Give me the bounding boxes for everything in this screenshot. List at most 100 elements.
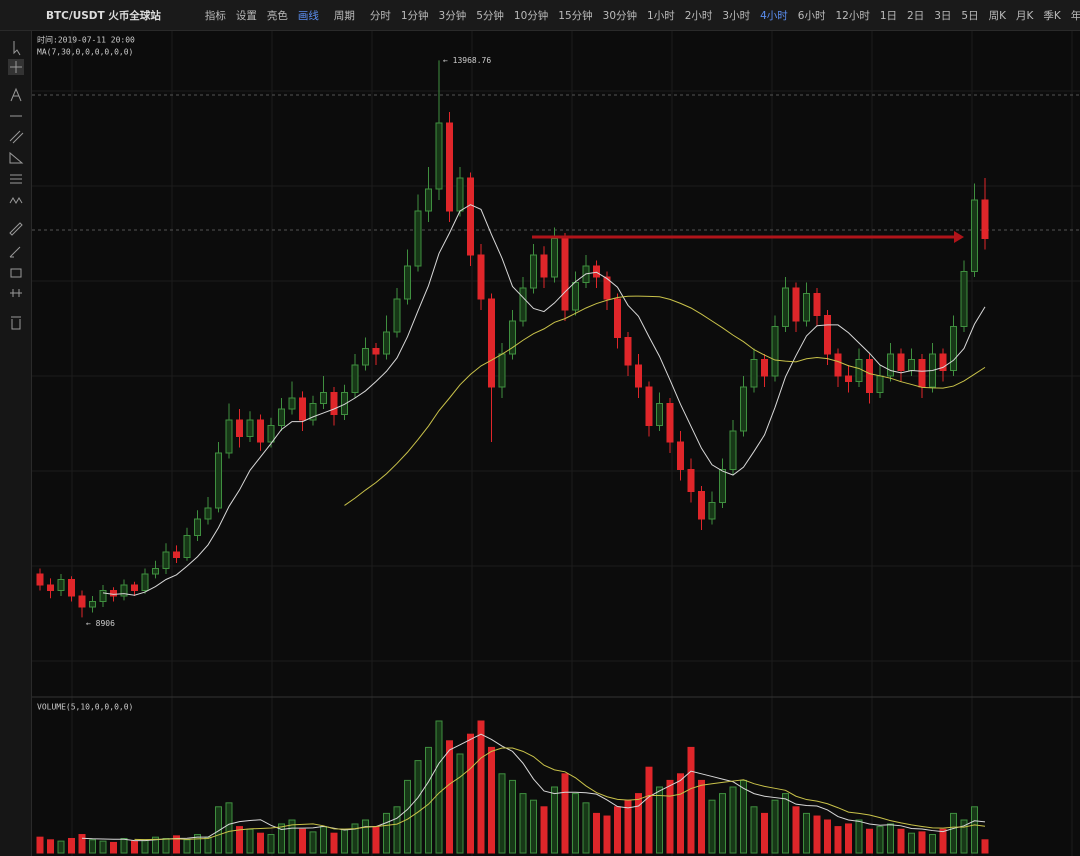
volume-bar <box>845 823 852 854</box>
toolbar-item[interactable]: 4小时 <box>760 9 788 22</box>
volume-bar <box>551 786 558 854</box>
candle-body <box>488 298 495 388</box>
toolbar-item[interactable]: 亮色 <box>266 9 288 22</box>
toolbar-item[interactable]: 年K <box>1071 10 1080 22</box>
low-annotation: ← 8906 <box>86 619 115 628</box>
candle-body <box>194 518 201 536</box>
icon-lock[interactable] <box>10 268 22 278</box>
candle-body <box>36 573 44 586</box>
candle-body <box>687 469 695 492</box>
candle-body <box>68 579 75 597</box>
volume-bar <box>719 793 726 854</box>
volume-bar <box>939 828 947 854</box>
volume-bar <box>204 836 212 854</box>
period-label[interactable]: 周期 <box>333 9 355 22</box>
icon-text[interactable] <box>10 87 22 102</box>
symbol[interactable]: BTC/USDT 火币全球站 <box>46 9 161 22</box>
volume-bar <box>729 786 737 854</box>
toolbar-item[interactable]: 5日 <box>961 9 979 22</box>
volume-bar <box>519 793 527 854</box>
candle-body <box>876 375 884 393</box>
volume-bar <box>561 773 569 854</box>
toolbar-item[interactable]: 1小时 <box>647 9 675 22</box>
icon-channel[interactable] <box>9 130 24 144</box>
icon-pen[interactable] <box>9 246 21 258</box>
volume-bar <box>330 832 338 854</box>
time-label: 时间:2019-07-11 20:00 <box>37 35 135 45</box>
toolbar-item[interactable]: 画线 <box>297 9 319 22</box>
volume-bar <box>309 831 317 854</box>
volume-bar <box>246 828 254 854</box>
toolbar-item[interactable]: 15分钟 <box>558 9 593 22</box>
toolbar-item[interactable]: 30分钟 <box>602 9 638 22</box>
candle-body <box>981 199 989 239</box>
icon-wave[interactable] <box>9 197 23 204</box>
toolbar-item[interactable]: 设置 <box>235 9 257 22</box>
candle-body <box>509 320 516 355</box>
toolbar-item[interactable]: 5分钟 <box>476 9 504 22</box>
volume-bar <box>414 760 422 854</box>
candle-body <box>467 177 474 256</box>
candle-body <box>257 419 264 443</box>
candle-body <box>99 590 107 602</box>
high-annotation: ← 13968.76 <box>443 56 491 65</box>
candle-body <box>803 293 810 322</box>
volume-bar <box>120 837 128 854</box>
toolbar-item[interactable]: 月K <box>1015 9 1034 22</box>
volume-bar <box>677 773 684 854</box>
volume-bar <box>698 779 705 854</box>
toolbar-item[interactable]: 周K <box>988 9 1006 22</box>
volume-bar <box>467 733 474 854</box>
volume-bar <box>908 832 915 854</box>
candle-body <box>225 419 233 454</box>
candle-body <box>414 210 422 267</box>
toolbar-item[interactable]: 1日 <box>879 9 898 22</box>
volume-bar <box>498 773 506 854</box>
icon-trash[interactable] <box>11 316 21 330</box>
icon-cross[interactable] <box>10 61 22 73</box>
toolbar-item[interactable]: 3日 <box>934 9 952 22</box>
volume-bar <box>57 840 65 854</box>
candle-body <box>593 265 600 278</box>
candle-body <box>320 392 327 404</box>
volume-bar <box>68 837 75 854</box>
toolbar-item[interactable]: 2日 <box>907 9 925 22</box>
icon-pointer[interactable] <box>13 41 21 56</box>
toolbar-item[interactable]: 指标 <box>204 9 226 22</box>
toolbar-item[interactable]: 10分钟 <box>513 9 549 22</box>
volume-bar <box>425 746 432 854</box>
candle-body <box>498 353 506 388</box>
volume-bar <box>708 799 716 854</box>
toolbar-item[interactable]: 分时 <box>369 9 391 22</box>
tools: 指标 设置 亮色 画线 <box>200 8 324 23</box>
candle-body <box>971 199 978 272</box>
volume-bar <box>141 839 149 854</box>
candle-body <box>89 601 96 608</box>
candle-body <box>908 359 915 371</box>
toolbar-item[interactable]: 12小时 <box>835 9 870 22</box>
candle-body <box>561 238 569 311</box>
toolbar-item[interactable]: 季K <box>1043 9 1061 22</box>
chart: 时间:2019-07-11 20:00 MA(7,30,0,0,0,0,0,0)… <box>32 31 1080 856</box>
candle-body <box>635 364 642 388</box>
toolbar-item[interactable]: 3小时 <box>722 9 751 22</box>
icon-ruler[interactable] <box>9 222 23 236</box>
volume-bar <box>456 753 464 854</box>
toolbar-item[interactable]: 1分钟 <box>400 9 429 22</box>
icon-fib[interactable] <box>10 174 22 184</box>
volume-bar <box>351 823 359 854</box>
volume-bar <box>393 806 401 854</box>
toolbar-item[interactable]: 3分钟 <box>438 9 467 22</box>
volume-bar <box>740 779 747 854</box>
volume-bar <box>960 819 968 854</box>
candle-body <box>866 359 873 393</box>
candle-body <box>950 326 957 371</box>
icon-magnet[interactable] <box>10 289 22 297</box>
volume-ma-line <box>81 733 986 842</box>
candle-body <box>855 359 863 382</box>
icon-triangle[interactable] <box>9 151 24 164</box>
toolbar-item[interactable]: 6小时 <box>797 9 826 22</box>
toolbar-item[interactable]: 2小时 <box>684 9 713 22</box>
candle-body <box>750 359 758 388</box>
